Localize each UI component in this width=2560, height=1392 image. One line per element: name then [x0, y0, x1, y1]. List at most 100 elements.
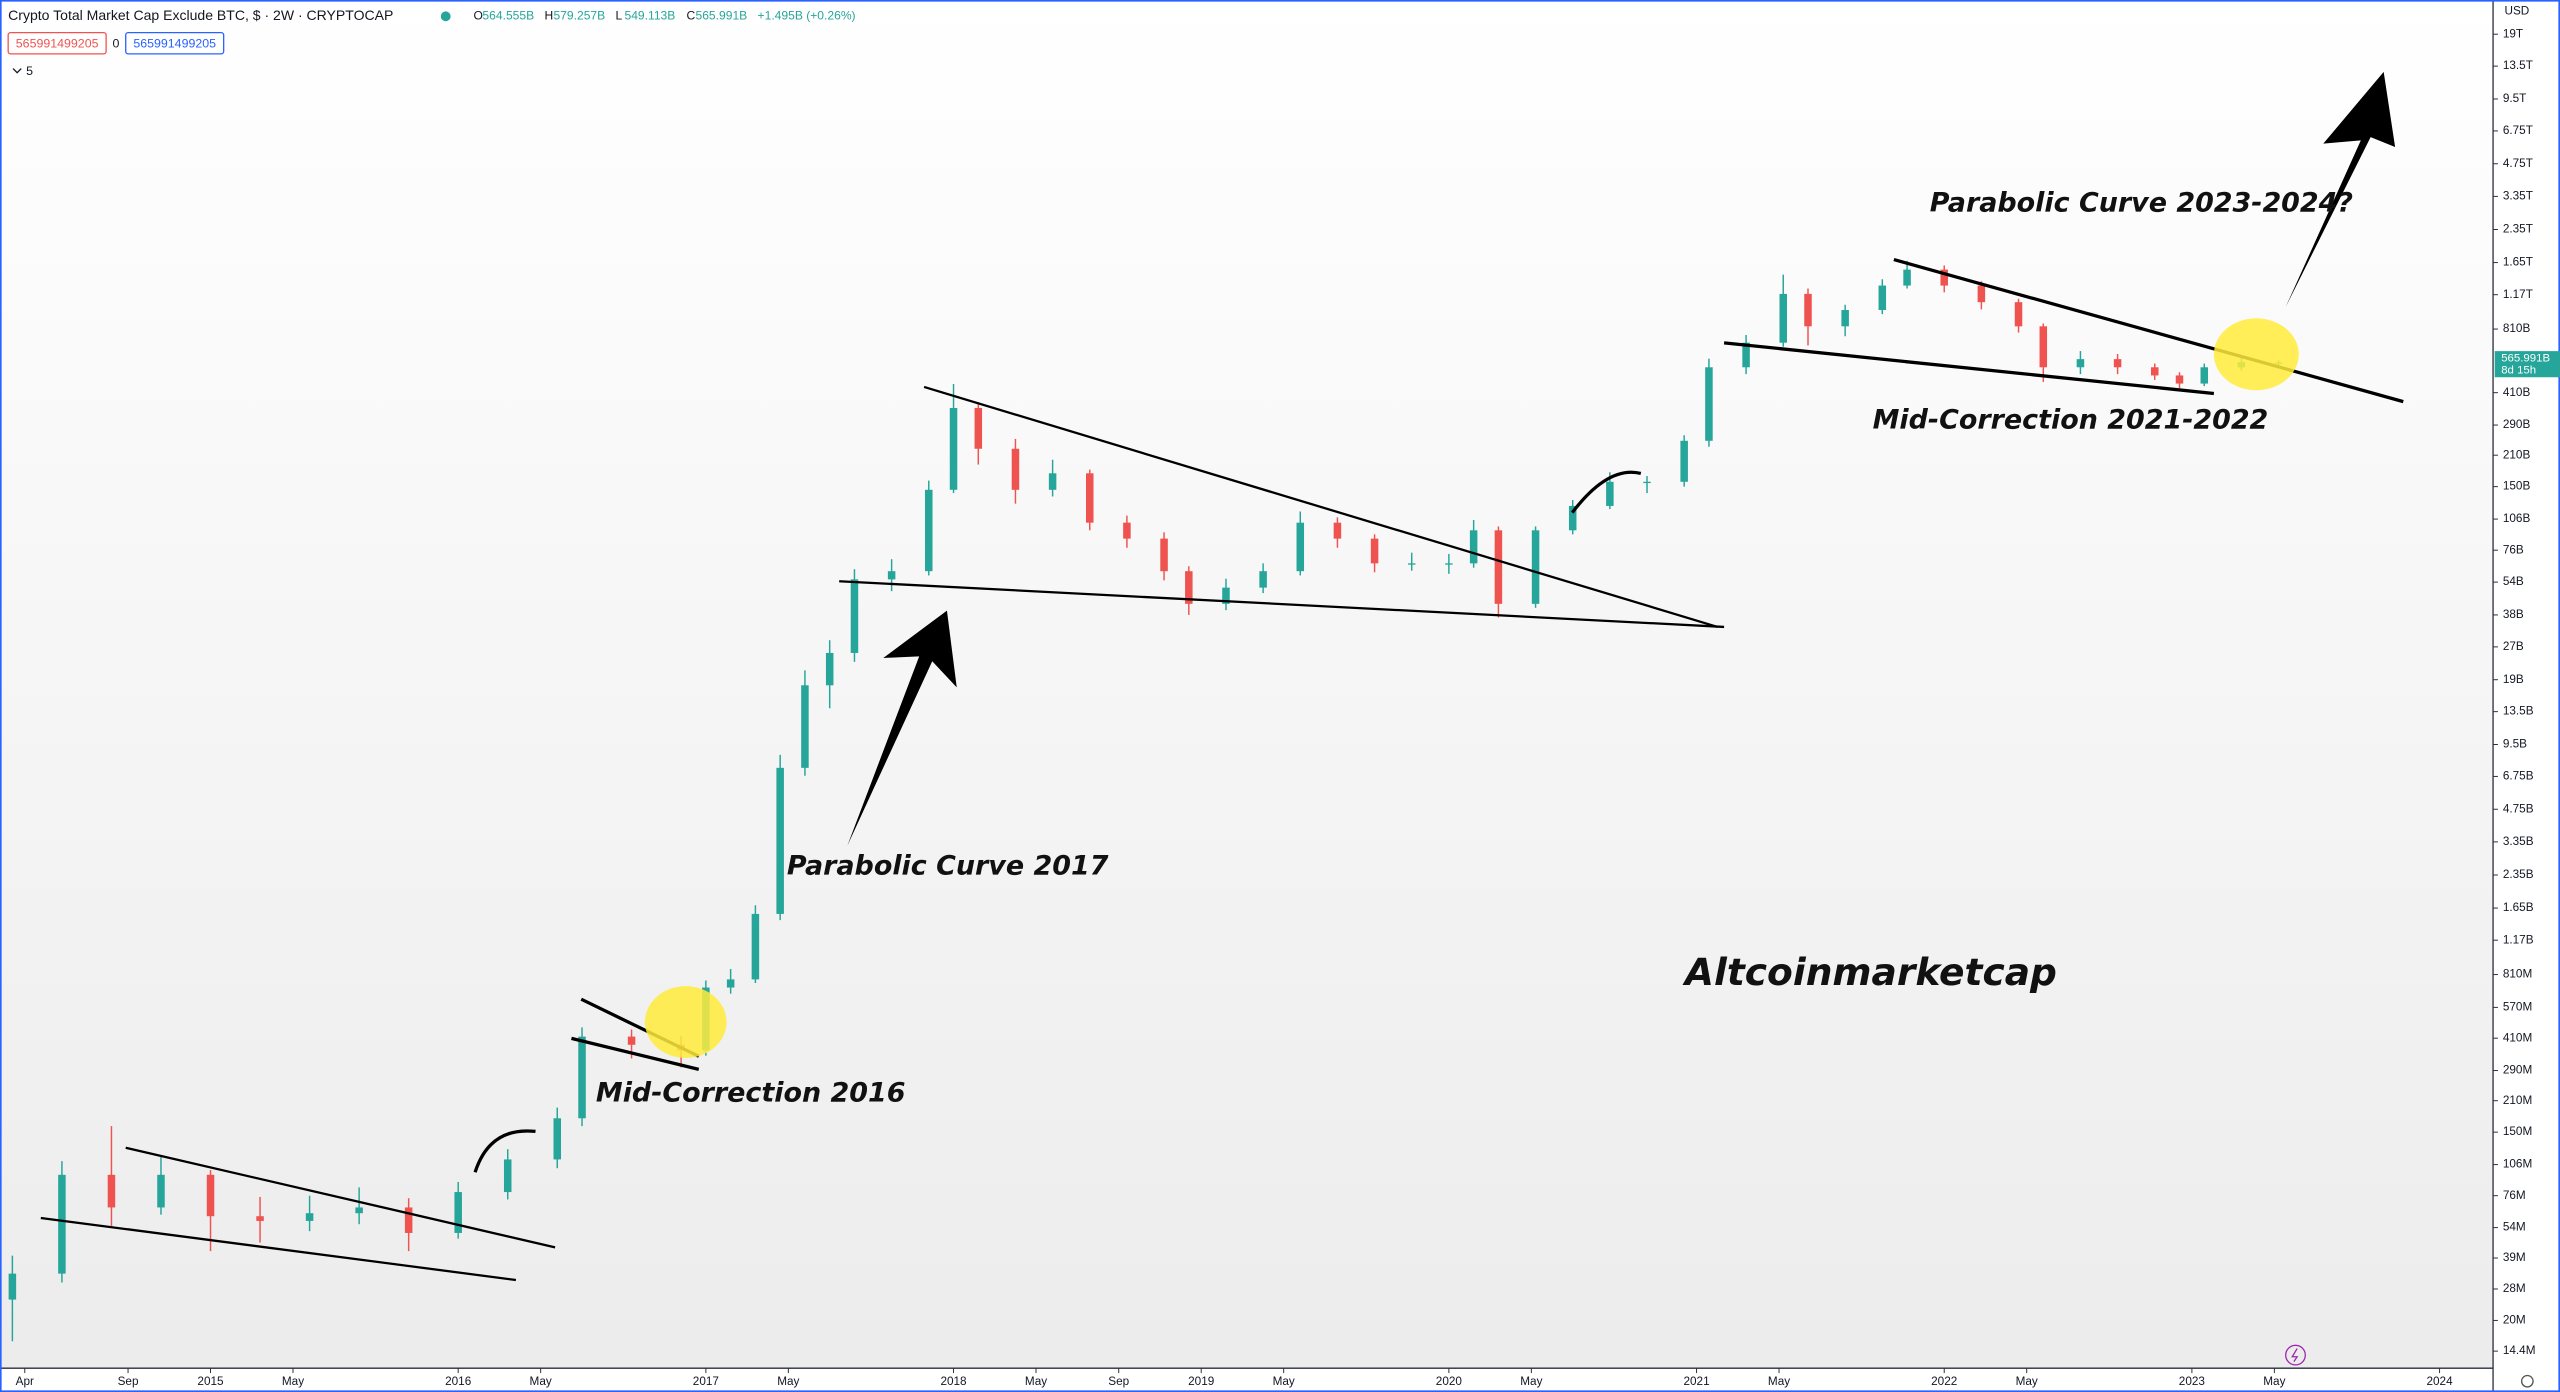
y-tick-label: 1.65B: [2503, 901, 2534, 914]
candle-body: [2200, 367, 2209, 384]
x-tick-label: 2022: [1931, 1375, 1957, 1388]
y-tick-label: 6.75T: [2503, 124, 2533, 137]
trend-line: [839, 580, 1725, 629]
candle-body: [1011, 448, 1020, 490]
highlight-circle: [2213, 318, 2299, 391]
last-price-label: 565.991B: [2501, 352, 2550, 364]
x-tick-label: May: [530, 1375, 552, 1388]
curve: [473, 1129, 536, 1173]
candle-body: [850, 579, 859, 653]
status-dot: [440, 11, 451, 22]
buy-price: 565991499205: [133, 36, 216, 50]
candle-body: [1048, 473, 1057, 490]
annotation: Parabolic Curve 2023-2024?: [1930, 188, 2353, 219]
candle-body: [206, 1174, 215, 1217]
candle-body: [107, 1174, 116, 1208]
buy-box[interactable]: [125, 32, 225, 55]
spread: 0: [112, 36, 119, 50]
candles: [8, 260, 2283, 1342]
candle-body: [751, 913, 760, 980]
y-tick-label: 4.75T: [2503, 157, 2533, 170]
y-tick-label: 3.35B: [2503, 835, 2534, 848]
y-tick-label: 1.65T: [2503, 256, 2533, 269]
candle-body: [355, 1207, 363, 1214]
collapse-icon[interactable]: [12, 68, 22, 74]
candle-body: [726, 979, 735, 988]
x-tick-label: 2018: [940, 1375, 967, 1388]
ohlc-key: L: [616, 9, 623, 23]
y-tick-label: 6.75B: [2503, 770, 2534, 783]
last-price-box: [2494, 351, 2560, 378]
candle-body: [1333, 522, 1342, 539]
y-tick-label: 410B: [2503, 386, 2531, 399]
x-tick-label: 2019: [1188, 1375, 1214, 1388]
candle-body: [1445, 563, 1453, 565]
x-tick-label: Sep: [1108, 1375, 1129, 1388]
candle-body: [1407, 563, 1416, 565]
y-tick-label: 27B: [2503, 640, 2524, 653]
candle-body: [2113, 359, 2122, 368]
trend-line: [1893, 258, 2404, 404]
candle-body: [1841, 310, 1849, 327]
candle-body: [1494, 530, 1503, 604]
candle-body: [404, 1207, 413, 1233]
x-tick-label: May: [2016, 1375, 2038, 1388]
candle-body: [1779, 293, 1787, 343]
y-tick-label: 3.35T: [2503, 189, 2533, 202]
x-tick-label: May: [1273, 1375, 1295, 1388]
ohlc-key: H: [544, 9, 553, 23]
candle-body: [2039, 326, 2048, 368]
y-tick-label: 106M: [2503, 1158, 2532, 1171]
x-tick-label: May: [1025, 1375, 1047, 1388]
arrow: [847, 610, 957, 846]
x-tick-label: May: [777, 1375, 799, 1388]
candle-body: [1903, 269, 1911, 286]
y-tick-label: 9.5B: [2503, 738, 2527, 751]
x-tick-label: May: [1768, 1375, 1790, 1388]
y-tick-label: 13.5B: [2503, 705, 2534, 718]
currency-label[interactable]: USD: [2504, 5, 2529, 18]
y-tick-label: 150B: [2503, 480, 2531, 493]
candle-body: [2014, 302, 2023, 327]
candle-body: [256, 1216, 264, 1221]
y-tick-label: 9.5T: [2503, 92, 2527, 105]
ohlc-key: C: [687, 9, 696, 23]
curve: [1570, 470, 1642, 514]
y-tick-label: 210M: [2503, 1094, 2532, 1107]
x-tick-label: May: [282, 1375, 304, 1388]
candle-body: [2150, 367, 2159, 376]
x-tick-label: 2015: [197, 1375, 224, 1388]
candle-body: [2175, 375, 2184, 384]
y-tick-label: 150M: [2503, 1125, 2532, 1138]
y-tick-label: 54B: [2503, 575, 2524, 588]
ohlc-change: +1.495B (+0.26%): [758, 9, 856, 23]
symbol-title: Crypto Total Market Cap Exclude BTC, $ ·…: [8, 7, 393, 23]
alert-bolt: [2291, 1348, 2299, 1362]
arrow: [2285, 71, 2396, 307]
settings-icon[interactable]: [2520, 1374, 2534, 1388]
ohlc-legend: O 564.555B H 579.257B L 549.113B C 565.991B +1.4…: [473, 9, 855, 23]
alert-icon[interactable]: [2285, 1344, 2306, 1366]
trend-line: [923, 385, 1718, 629]
y-tick-label: 19T: [2503, 27, 2523, 40]
indicator-count: 5: [26, 64, 33, 78]
y-tick-label: 20M: [2503, 1314, 2526, 1327]
candle-body: [776, 767, 784, 914]
x-tick-label: 2016: [445, 1375, 472, 1388]
x-tick-label: 2023: [2179, 1375, 2206, 1388]
candle-body: [801, 685, 809, 768]
y-tick-label: 2.35B: [2503, 868, 2534, 881]
trend-line: [125, 1146, 556, 1249]
y-tick-label: 410M: [2503, 1031, 2532, 1044]
y-tick-label: 19B: [2503, 673, 2524, 686]
ohlc-value: 565.991B: [696, 9, 748, 23]
sell-box[interactable]: [7, 32, 107, 55]
candle-body: [2076, 359, 2085, 368]
time-axis-background: [0, 1368, 2494, 1392]
x-tick-label: Apr: [16, 1375, 34, 1388]
candle-body: [1680, 440, 1688, 482]
y-tick-label: 76M: [2503, 1189, 2526, 1202]
y-tick-label: 810M: [2503, 968, 2532, 981]
